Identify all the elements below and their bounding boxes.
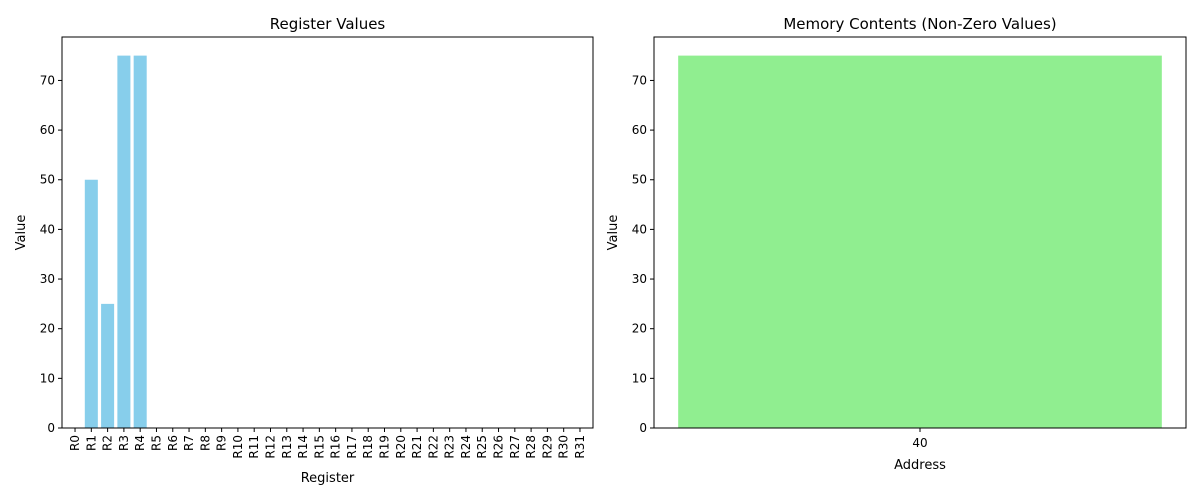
- x-tick-label: R21: [410, 435, 424, 459]
- x-tick-label: R14: [296, 435, 310, 459]
- x-tick-label: R17: [345, 435, 359, 459]
- y-axis-label: Value: [606, 215, 621, 251]
- x-tick-label: R5: [149, 435, 163, 451]
- y-tick-label: 10: [40, 371, 55, 385]
- y-axis-label: Value: [14, 215, 29, 251]
- x-tick-label: R26: [492, 435, 506, 459]
- x-tick-label: R10: [231, 435, 245, 459]
- y-tick-label: 0: [639, 421, 647, 435]
- x-tick-label: R30: [557, 435, 571, 459]
- x-tick-label: R15: [312, 435, 326, 459]
- x-tick-label: R22: [426, 435, 440, 459]
- x-tick-label: R13: [280, 435, 294, 459]
- x-tick-label: 40: [912, 436, 927, 450]
- x-tick-label: R19: [378, 435, 392, 459]
- bar-R1: [84, 179, 98, 428]
- plot-frame: [61, 36, 594, 429]
- y-tick-label: 30: [40, 272, 55, 286]
- bar-40: [678, 55, 1162, 428]
- x-tick-label: R4: [133, 435, 147, 451]
- x-tick-label: R18: [361, 435, 375, 459]
- x-tick-label: R7: [182, 435, 196, 451]
- bar-R3: [117, 55, 131, 428]
- x-axis-label: Register: [301, 471, 355, 486]
- y-tick-label: 30: [632, 272, 647, 286]
- x-tick-label: R29: [540, 435, 554, 459]
- x-tick-label: R28: [524, 435, 538, 459]
- x-tick-label: R0: [68, 435, 82, 451]
- x-tick-label: R1: [84, 435, 98, 451]
- x-tick-label: R24: [459, 435, 473, 459]
- x-tick-label: R3: [117, 435, 131, 451]
- y-tick-label: 0: [47, 421, 55, 435]
- x-tick-label: R31: [573, 435, 587, 459]
- x-axis-label: Address: [894, 458, 946, 473]
- chart-title: Register Values: [270, 15, 386, 33]
- y-tick-label: 20: [40, 322, 55, 336]
- x-tick-label: R8: [198, 435, 212, 451]
- x-tick-label: R25: [475, 435, 489, 459]
- y-tick-label: 40: [40, 222, 55, 236]
- x-tick-label: R11: [247, 435, 261, 459]
- memory-contents-chart: 0 10 20 30 40 50 60 70 40 Memory Contents (Non-Ze…: [606, 15, 1187, 473]
- x-tick-label: R6: [166, 435, 180, 451]
- x-tick-label: R2: [101, 435, 115, 451]
- y-tick-label: 10: [632, 371, 647, 385]
- y-tick-label: 70: [632, 73, 647, 87]
- x-tick-label: R12: [263, 435, 277, 459]
- bar-R2: [101, 303, 115, 428]
- y-tick-label: 60: [632, 123, 647, 137]
- y-tick-label: 50: [40, 173, 55, 187]
- y-tick-label: 60: [40, 123, 55, 137]
- chart-title: Memory Contents (Non-Zero Values): [783, 15, 1056, 33]
- y-tick-label: 70: [40, 73, 55, 87]
- x-tick-label: R20: [394, 435, 408, 459]
- y-tick-label: 20: [632, 322, 647, 336]
- y-tick-label: 40: [632, 222, 647, 236]
- y-tick-label: 50: [632, 173, 647, 187]
- x-tick-label: R23: [443, 435, 457, 459]
- bar-R4: [133, 55, 147, 428]
- x-tick-label: R27: [508, 435, 522, 459]
- x-tick-label: R16: [329, 435, 343, 459]
- x-tick-label: R9: [215, 435, 229, 451]
